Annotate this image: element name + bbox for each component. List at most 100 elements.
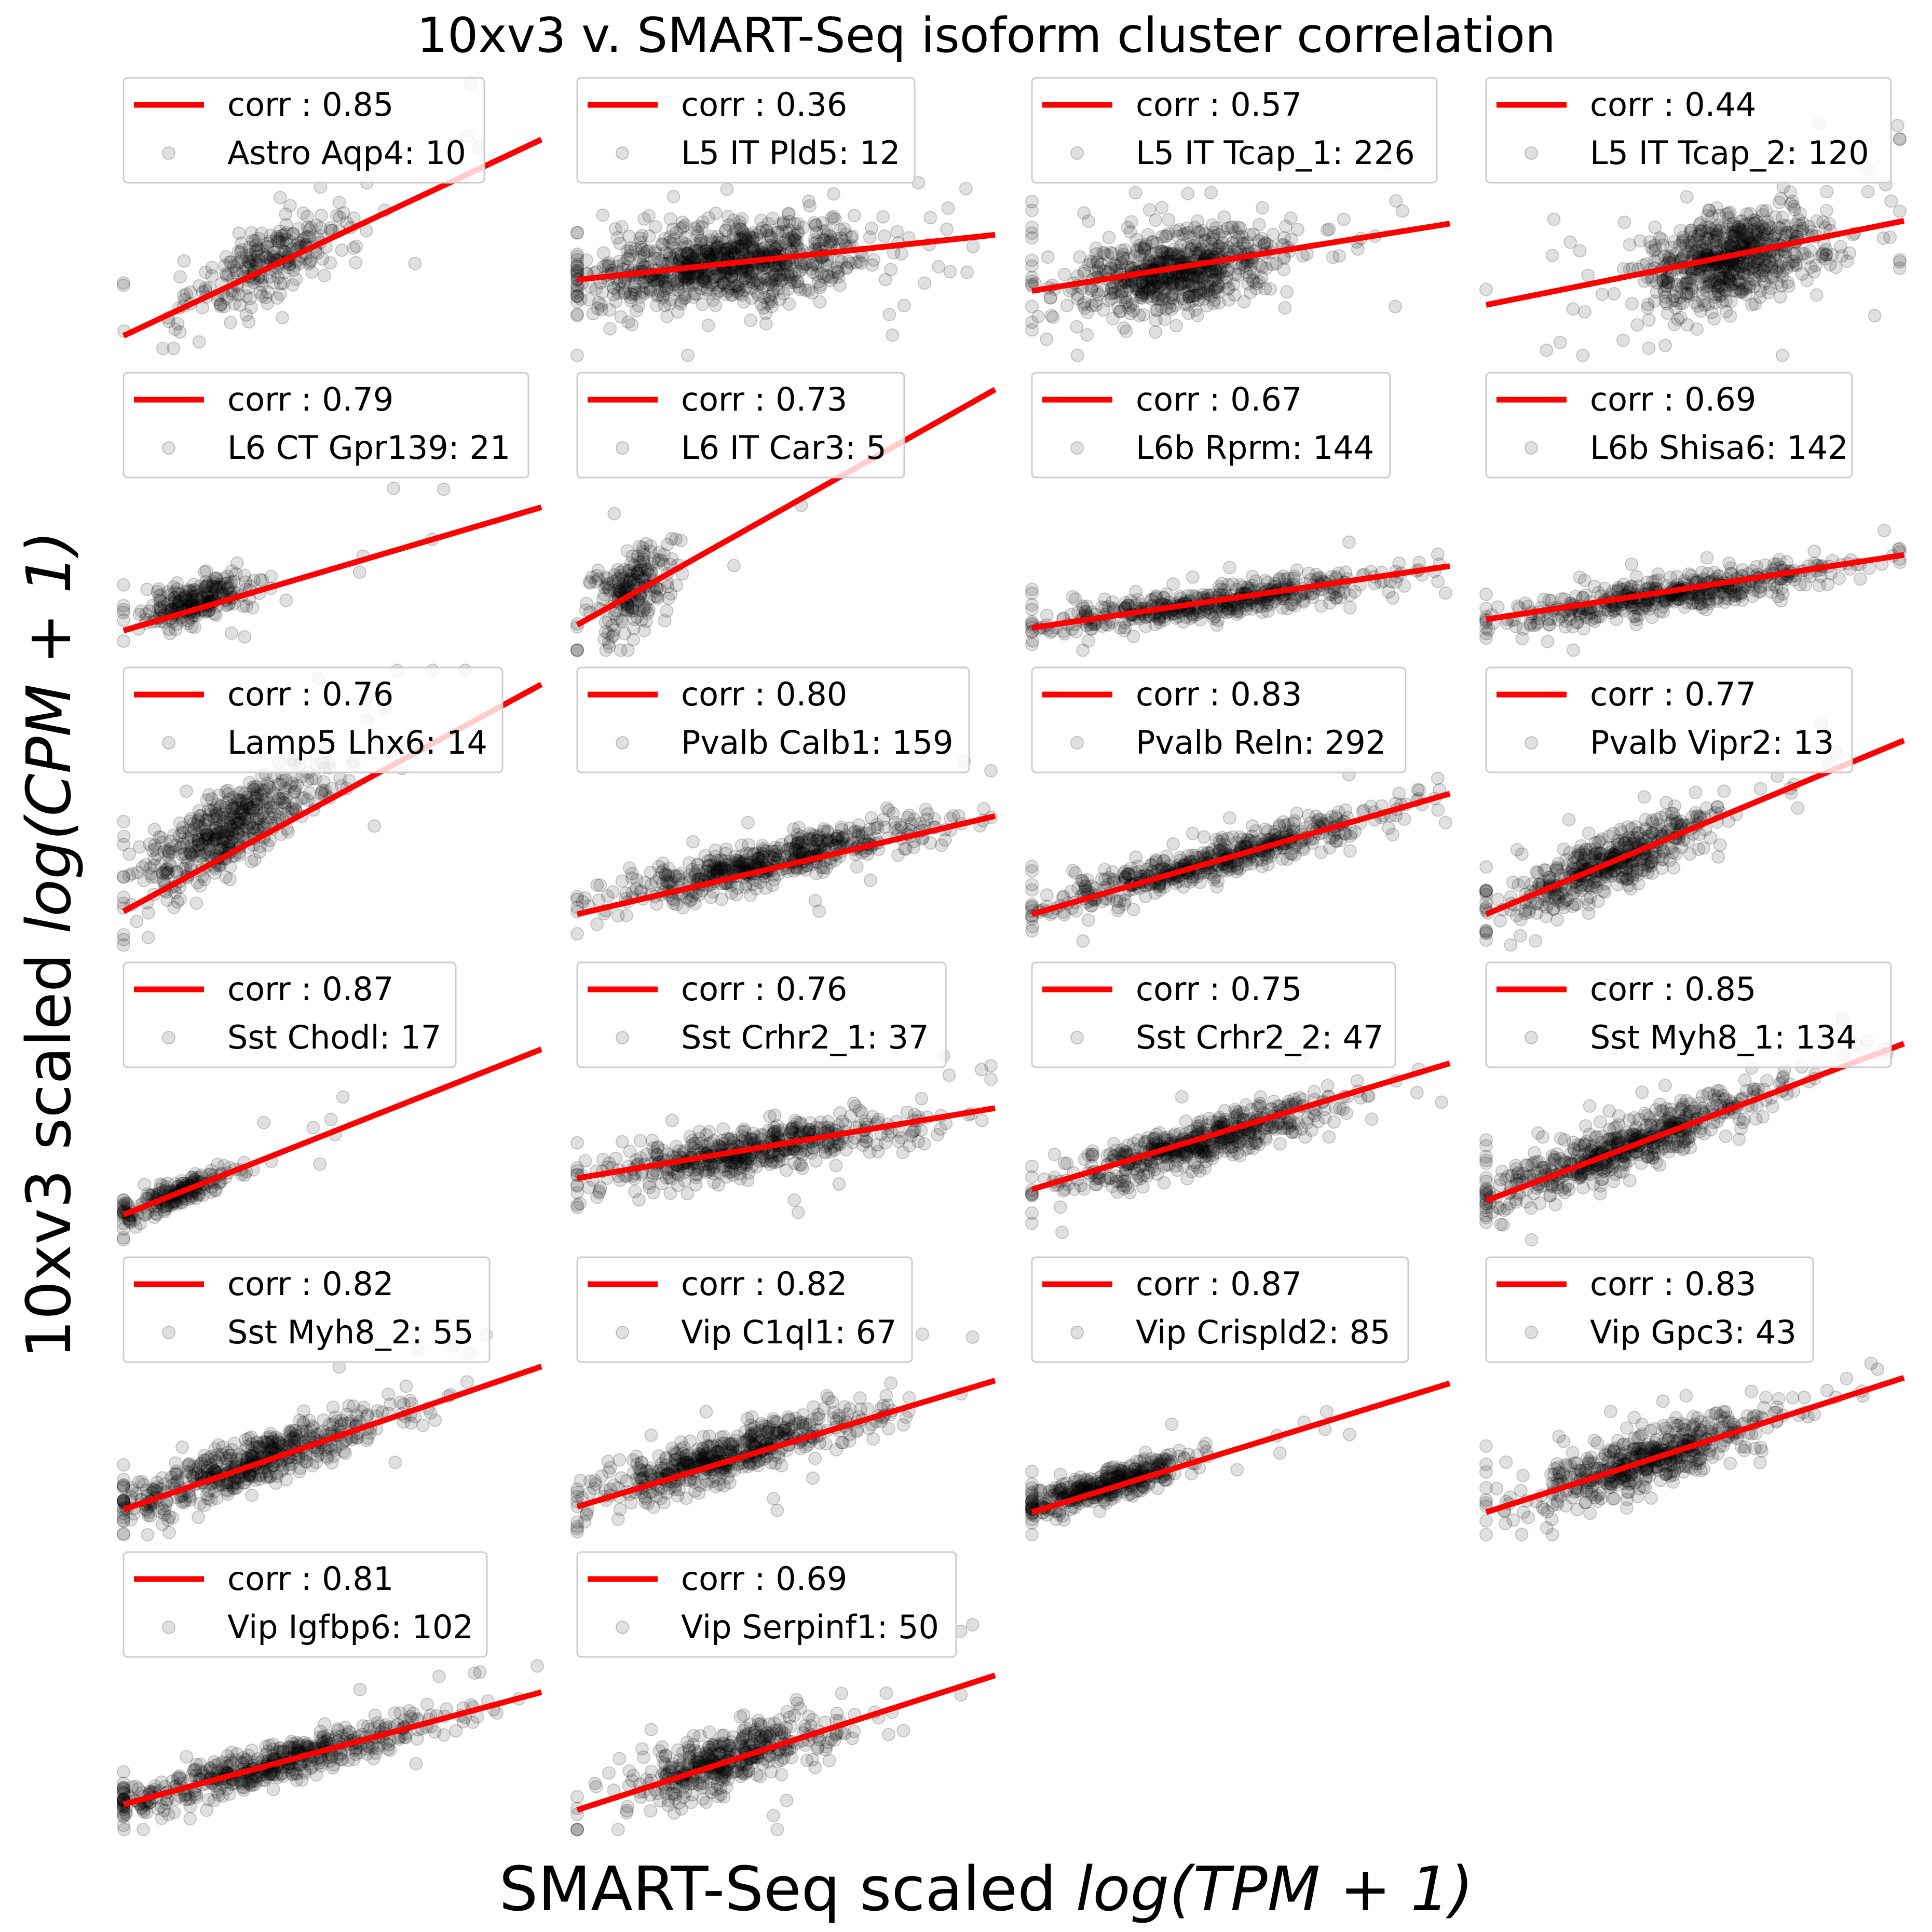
data-point — [1025, 195, 1039, 209]
data-point — [1518, 596, 1532, 610]
data-point — [199, 564, 213, 578]
data-point — [703, 287, 717, 301]
data-point — [184, 839, 198, 853]
data-point — [1658, 338, 1672, 352]
data-point — [250, 244, 264, 258]
data-point — [1025, 582, 1039, 596]
data-point — [220, 569, 234, 583]
legend-point-swatch — [616, 146, 629, 160]
data-point — [668, 241, 682, 255]
data-point — [1247, 275, 1261, 289]
data-point — [1266, 257, 1279, 271]
data-point — [314, 221, 328, 235]
data-point — [239, 289, 253, 303]
data-point — [1280, 285, 1294, 299]
legend-corr-label: corr : 0.36 — [681, 86, 847, 124]
data-point — [177, 289, 191, 303]
data-point — [253, 254, 267, 268]
data-point — [288, 259, 302, 273]
data-point — [808, 894, 822, 908]
data-point — [301, 229, 315, 243]
data-point — [173, 816, 187, 830]
data-point — [349, 256, 363, 269]
data-point — [713, 284, 727, 298]
legend-cluster-label: L6b Shisa6: 142 — [1590, 429, 1848, 467]
data-point — [661, 538, 674, 552]
data-point — [274, 243, 288, 257]
data-point — [222, 267, 235, 281]
data-point — [225, 822, 239, 836]
data-point — [1229, 267, 1243, 281]
data-point — [710, 245, 724, 258]
data-point — [831, 266, 845, 280]
data-point — [180, 784, 193, 798]
data-point — [1479, 282, 1493, 296]
data-point — [822, 269, 836, 283]
data-point — [1772, 553, 1786, 567]
data-point — [727, 559, 741, 573]
data-point — [637, 212, 651, 226]
data-point — [1757, 228, 1771, 242]
data-point — [1715, 222, 1729, 235]
data-point — [315, 785, 329, 799]
data-point — [239, 249, 253, 263]
data-point — [130, 915, 144, 929]
data-point — [570, 250, 584, 264]
data-point — [719, 224, 733, 238]
data-point — [681, 278, 695, 292]
legend-corr-label: corr : 0.69 — [1590, 380, 1756, 418]
data-point — [1876, 231, 1890, 245]
data-point — [624, 294, 638, 308]
data-point — [160, 862, 174, 876]
data-point — [663, 297, 677, 311]
data-point — [254, 274, 268, 288]
data-point — [1057, 627, 1071, 641]
data-point — [594, 298, 608, 312]
data-point — [694, 282, 708, 296]
data-point — [220, 269, 234, 283]
data-point — [570, 643, 584, 657]
data-point — [770, 272, 784, 286]
data-point — [809, 225, 823, 239]
data-point — [160, 893, 174, 907]
data-point — [876, 210, 890, 224]
data-point — [579, 596, 593, 610]
data-point — [1102, 230, 1116, 244]
data-point — [1162, 213, 1176, 227]
data-point — [225, 287, 239, 301]
data-point — [709, 298, 723, 312]
data-point — [814, 266, 828, 280]
data-point — [1890, 118, 1904, 132]
data-point — [117, 933, 130, 947]
data-point — [285, 278, 300, 292]
data-point — [651, 289, 664, 303]
data-point — [1625, 297, 1639, 311]
data-point — [863, 873, 877, 887]
data-point — [224, 255, 238, 269]
data-point — [779, 237, 793, 251]
data-point — [315, 208, 328, 222]
data-point — [347, 241, 361, 255]
data-point — [750, 228, 764, 242]
data-point — [678, 230, 692, 244]
data-point — [1680, 318, 1694, 332]
data-point — [243, 256, 257, 270]
data-point — [1868, 309, 1882, 322]
data-point — [227, 259, 241, 273]
data-point — [117, 829, 131, 843]
data-point — [802, 194, 816, 208]
data-point — [1761, 285, 1775, 300]
data-point — [287, 263, 301, 277]
data-point — [711, 281, 725, 295]
data-point — [1212, 296, 1226, 310]
data-point — [1661, 306, 1675, 320]
data-point — [678, 218, 692, 232]
data-point — [244, 855, 258, 868]
data-point — [1616, 262, 1630, 276]
data-point — [243, 292, 257, 305]
data-point — [735, 233, 749, 247]
